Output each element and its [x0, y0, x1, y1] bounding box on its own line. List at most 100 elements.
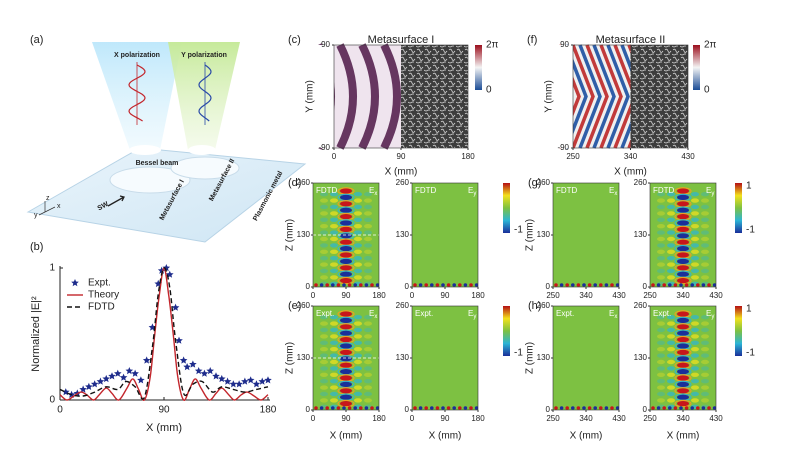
source-dot — [696, 283, 700, 287]
side-lobe — [320, 321, 328, 326]
side-lobe — [354, 275, 362, 280]
side-lobe — [320, 347, 328, 352]
main-lobe — [677, 324, 689, 330]
side-lobe — [667, 321, 675, 326]
side-lobe — [354, 217, 362, 222]
side-lobe — [701, 398, 709, 403]
source-dot — [446, 283, 451, 287]
phase-band — [578, 44, 602, 149]
main-lobe — [677, 233, 689, 239]
source-dot — [712, 406, 716, 410]
colorbar-label: -1 — [746, 348, 755, 359]
side-lobe — [691, 198, 699, 203]
panel-label: (h) — [528, 300, 541, 312]
main-lobe — [677, 337, 689, 343]
side-lobe — [330, 366, 338, 371]
side-lobe — [667, 340, 675, 345]
main-lobe — [340, 388, 352, 394]
y-tick-label: 0 — [49, 395, 55, 406]
side-lobe — [691, 315, 699, 320]
colorbar-label: 2π — [486, 40, 499, 51]
x-tick-label: 250 — [566, 152, 580, 161]
side-lobe — [330, 391, 338, 397]
side-lobe — [330, 236, 338, 242]
y-tick-label: -90 — [318, 143, 330, 152]
side-lobe — [701, 249, 709, 254]
phase-clip-left — [543, 45, 573, 148]
colorbar-label: -1 — [746, 225, 755, 236]
y-tick-label: 260 — [297, 301, 311, 310]
data-point — [179, 356, 188, 364]
data-point — [218, 374, 226, 383]
side-lobe — [667, 217, 675, 222]
side-lobe — [364, 217, 372, 222]
source-dot — [342, 283, 346, 287]
main-lobe — [677, 258, 689, 264]
side-lobe — [667, 211, 675, 216]
side-lobe — [354, 321, 362, 326]
main-lobe — [677, 271, 689, 277]
side-lobe — [701, 334, 709, 339]
source-dot — [673, 406, 678, 410]
side-lobe — [657, 249, 665, 254]
side-lobe — [691, 385, 699, 390]
main-lobe — [340, 201, 352, 207]
panel-label: (g) — [528, 177, 541, 189]
x-tick-label: 90 — [158, 405, 170, 416]
method-label: Expt. — [316, 309, 334, 318]
y-tick-label: 0 — [405, 405, 410, 414]
side-lobe — [691, 379, 699, 384]
side-lobe — [657, 268, 665, 274]
source-dot — [690, 406, 694, 410]
colorbar-label: -1 — [514, 348, 523, 359]
source-dot — [668, 283, 672, 287]
side-lobe — [691, 230, 699, 235]
side-lobe — [364, 256, 372, 261]
side-lobe — [330, 334, 338, 339]
x-tick-label: 90 — [441, 414, 450, 423]
x-tick-label: 430 — [681, 152, 695, 161]
side-lobe — [667, 275, 675, 280]
side-lobe — [657, 315, 665, 320]
side-lobe — [691, 236, 699, 242]
field-background — [412, 306, 478, 410]
x-tick-label: 430 — [709, 414, 723, 423]
side-lobe — [657, 385, 665, 390]
y-tick-label: -90 — [557, 143, 569, 152]
side-lobe — [657, 340, 665, 345]
side-lobe — [354, 347, 362, 352]
method-label: FDTD — [653, 186, 675, 195]
y-tick-label: 130 — [297, 353, 311, 362]
y-tick-label: 90 — [321, 40, 330, 49]
side-lobe — [354, 340, 362, 345]
y-tick-label: 130 — [634, 353, 648, 362]
x-tick-label: 430 — [612, 414, 626, 423]
axis-label: x — [57, 203, 61, 210]
side-lobe — [657, 275, 665, 280]
meta-atoms — [401, 45, 468, 148]
source-dot — [582, 283, 586, 287]
main-lobe — [677, 214, 689, 220]
side-lobe — [657, 217, 665, 222]
source-dot — [712, 283, 716, 287]
side-lobe — [701, 262, 709, 267]
side-lobe — [691, 347, 699, 352]
beam-spot — [129, 145, 161, 155]
main-lobe — [340, 356, 352, 362]
side-lobe — [320, 385, 328, 390]
side-lobe — [320, 379, 328, 384]
side-lobe — [701, 385, 709, 390]
side-lobe — [657, 347, 665, 352]
main-lobe — [340, 214, 352, 220]
side-lobe — [701, 192, 709, 197]
side-lobe — [691, 327, 699, 333]
source-dot — [582, 406, 586, 410]
side-lobe — [657, 353, 665, 358]
legend-swatch — [71, 279, 79, 287]
side-lobe — [667, 334, 675, 339]
side-lobe — [330, 249, 338, 254]
field-component: y — [711, 191, 714, 197]
main-lobe — [340, 271, 352, 277]
main-lobe — [340, 381, 352, 387]
main-lobe — [677, 349, 689, 355]
